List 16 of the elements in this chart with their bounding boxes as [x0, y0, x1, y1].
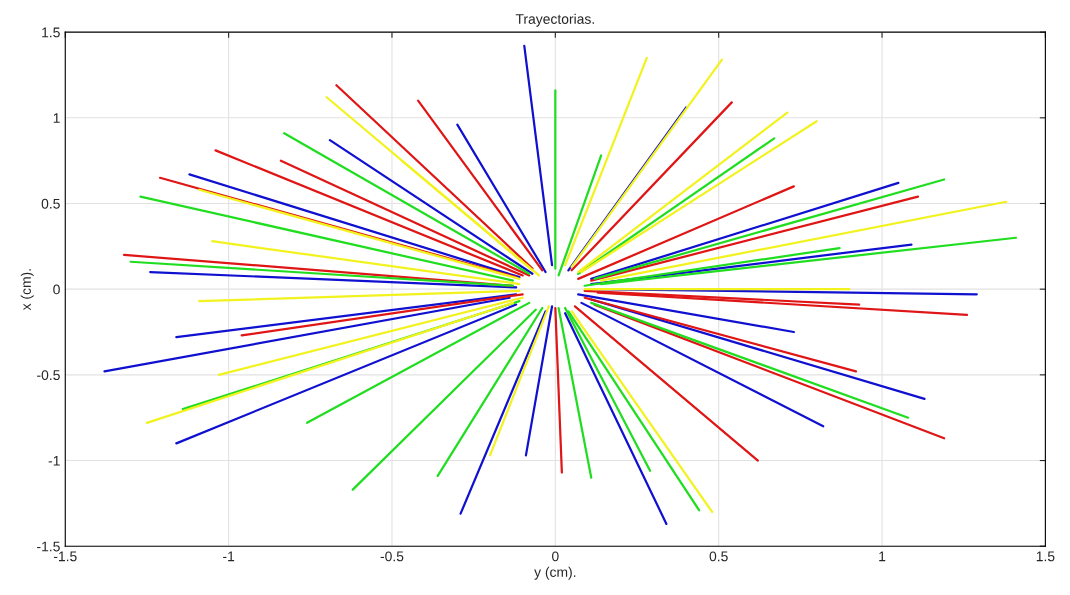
y-tick-label: 0 [53, 284, 60, 295]
chart-title: Trayectorias. [515, 13, 594, 27]
y-tick-label: -0.5 [37, 370, 60, 381]
y-tick-label: 1 [53, 113, 60, 123]
x-tick-label: 1 [879, 551, 886, 562]
x-tick-label: -0.5 [380, 551, 404, 562]
x-tick-label: 1.5 [1036, 551, 1055, 562]
y-tick-label: -1 [48, 456, 60, 466]
x-tick-label: -1 [223, 551, 235, 562]
y-tick-label: -1.5 [37, 541, 60, 552]
y-tick-label: 1.5 [42, 27, 60, 38]
x-tick-label: 0.5 [709, 551, 728, 562]
y-axis-title: x (cm). [20, 269, 34, 311]
x-axis-title: y (cm). [534, 566, 576, 580]
y-tick-label: 0.5 [41, 198, 60, 209]
x-tick-label: 0 [552, 551, 559, 562]
